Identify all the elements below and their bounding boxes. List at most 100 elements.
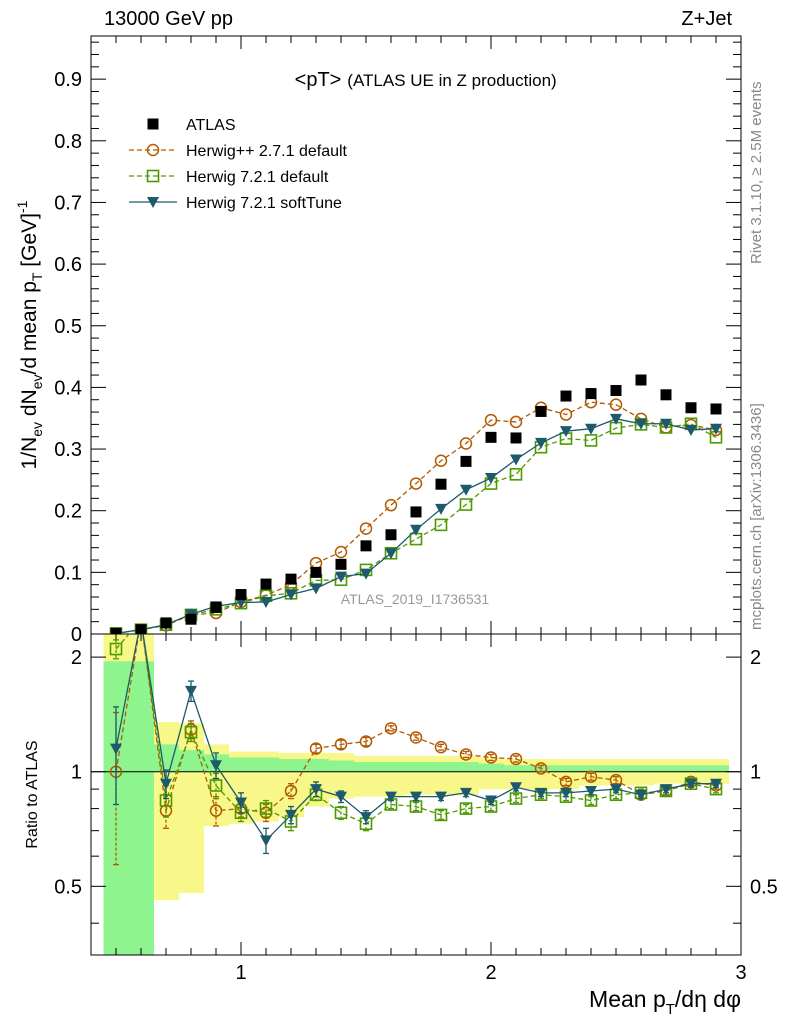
main-y-tick-label: 0.6 (54, 254, 82, 276)
ratio-data-point (585, 785, 597, 797)
syst-band-bin (578, 758, 604, 786)
main-data-point (560, 426, 572, 438)
ratio-data-point (660, 784, 672, 796)
main-data-point (435, 503, 447, 515)
main-data-point (485, 431, 497, 443)
main-data-point (685, 402, 697, 414)
main-series-0 (110, 374, 722, 634)
legend-marker (146, 143, 160, 157)
stat-band-bin (353, 762, 379, 772)
main-y-tick-label: 0.2 (54, 501, 82, 523)
ratio-data-point (334, 806, 348, 820)
ratio-data-point (459, 802, 473, 815)
ratio-data-point (360, 812, 372, 824)
main-data-point (260, 596, 272, 608)
ratio-data-point (635, 789, 647, 801)
ratio-data-point (310, 784, 322, 796)
ratio-series-line (115, 634, 717, 825)
main-y-tick-label: 0.5 (54, 316, 82, 338)
ratio-data-point (335, 791, 347, 803)
main-data-point (285, 573, 297, 585)
ratio-data-point (685, 778, 697, 790)
main-data-point (710, 403, 722, 415)
legend-label: Herwig 7.2.1 default (186, 169, 329, 186)
main-data-point (235, 597, 247, 609)
ratio-y-tick-label: 0.5 (54, 876, 82, 898)
ratio-data-point (484, 751, 498, 764)
stat-band-bin (303, 758, 329, 772)
ratio-data-point (210, 760, 222, 772)
stat-band-bin (328, 760, 354, 772)
main-data-point (460, 484, 472, 496)
main-data-point (110, 627, 122, 634)
ratio-data-point (235, 797, 247, 809)
ratio-data-point (259, 802, 273, 815)
ratio-data-point (610, 784, 622, 796)
ratio-data-point (460, 787, 472, 799)
legend-label: Herwig 7.2.1 softTune (186, 195, 342, 212)
plot-subtitle: (ATLAS UE in Z production) (347, 71, 556, 90)
main-data-point (635, 418, 647, 430)
ratio-y-tick-label-right: 2 (750, 647, 761, 669)
ratio-data-point (459, 748, 473, 761)
main-data-point (360, 540, 372, 552)
ratio-y-axis-title: Ratio to ATLAS (24, 740, 41, 848)
ratio-data-point (284, 784, 298, 798)
legend-label: ATLAS (186, 117, 236, 134)
ratio-data-point (710, 778, 722, 790)
main-data-point (385, 548, 397, 560)
main-data-point (310, 566, 322, 578)
main-series-group (109, 374, 723, 634)
legend-marker (146, 169, 160, 183)
ratio-y-tick-label-right: 0.5 (750, 876, 778, 898)
main-data-point (484, 413, 498, 427)
ratio-data-point (535, 787, 547, 799)
stat-band-bin (503, 765, 529, 772)
main-data-point (510, 432, 522, 444)
main-y-tick-label: 0.3 (54, 439, 82, 461)
main-data-point (310, 583, 322, 595)
x-tick-label: 2 (485, 962, 496, 984)
stat-band-bin (653, 765, 679, 772)
plot-title: <pT> (295, 69, 342, 91)
main-data-point (660, 418, 672, 430)
main-y-tick-label: 0.7 (54, 192, 82, 214)
syst-band-bin (353, 755, 379, 797)
ratio-data-point (184, 725, 198, 739)
syst-band-bin (628, 758, 654, 786)
ratio-series-group (109, 634, 723, 866)
ratio-data-point (559, 775, 573, 789)
syst-band-bin (428, 755, 454, 795)
analysis-watermark: ATLAS_2019_I1736531 (341, 591, 490, 607)
ratio-data-point (560, 787, 572, 799)
ratio-data-point (185, 685, 197, 697)
main-data-point (460, 455, 472, 467)
stat-band-bin (628, 765, 654, 772)
main-data-point (435, 478, 447, 490)
ratio-data-point (109, 642, 123, 656)
ratio-data-point (485, 795, 497, 807)
main-data-point (210, 601, 222, 613)
main-data-point (260, 578, 272, 590)
main-data-point (410, 524, 422, 536)
main-data-point (535, 405, 547, 417)
legend-marker (147, 118, 159, 130)
main-data-point (685, 424, 697, 436)
main-data-point (384, 498, 398, 512)
ratio-data-point (534, 762, 548, 775)
main-y-tick-label: 0.1 (54, 562, 82, 584)
main-series-line (115, 401, 717, 634)
x-tick-label: 3 (735, 962, 746, 984)
legend-marker (147, 197, 159, 208)
main-data-point (235, 589, 247, 601)
ratio-series-2 (110, 634, 722, 855)
main-y-tick-label: 0 (71, 624, 82, 646)
main-y-axis-title: 1/Nev dNev/d mean pT [GeV]-1 (14, 200, 45, 469)
x-tick-label: 1 (235, 962, 246, 984)
ratio-data-point (385, 791, 397, 803)
ratio-data-point (209, 779, 223, 792)
main-data-point (385, 529, 397, 541)
main-data-point (160, 617, 172, 629)
main-data-point (285, 589, 297, 601)
